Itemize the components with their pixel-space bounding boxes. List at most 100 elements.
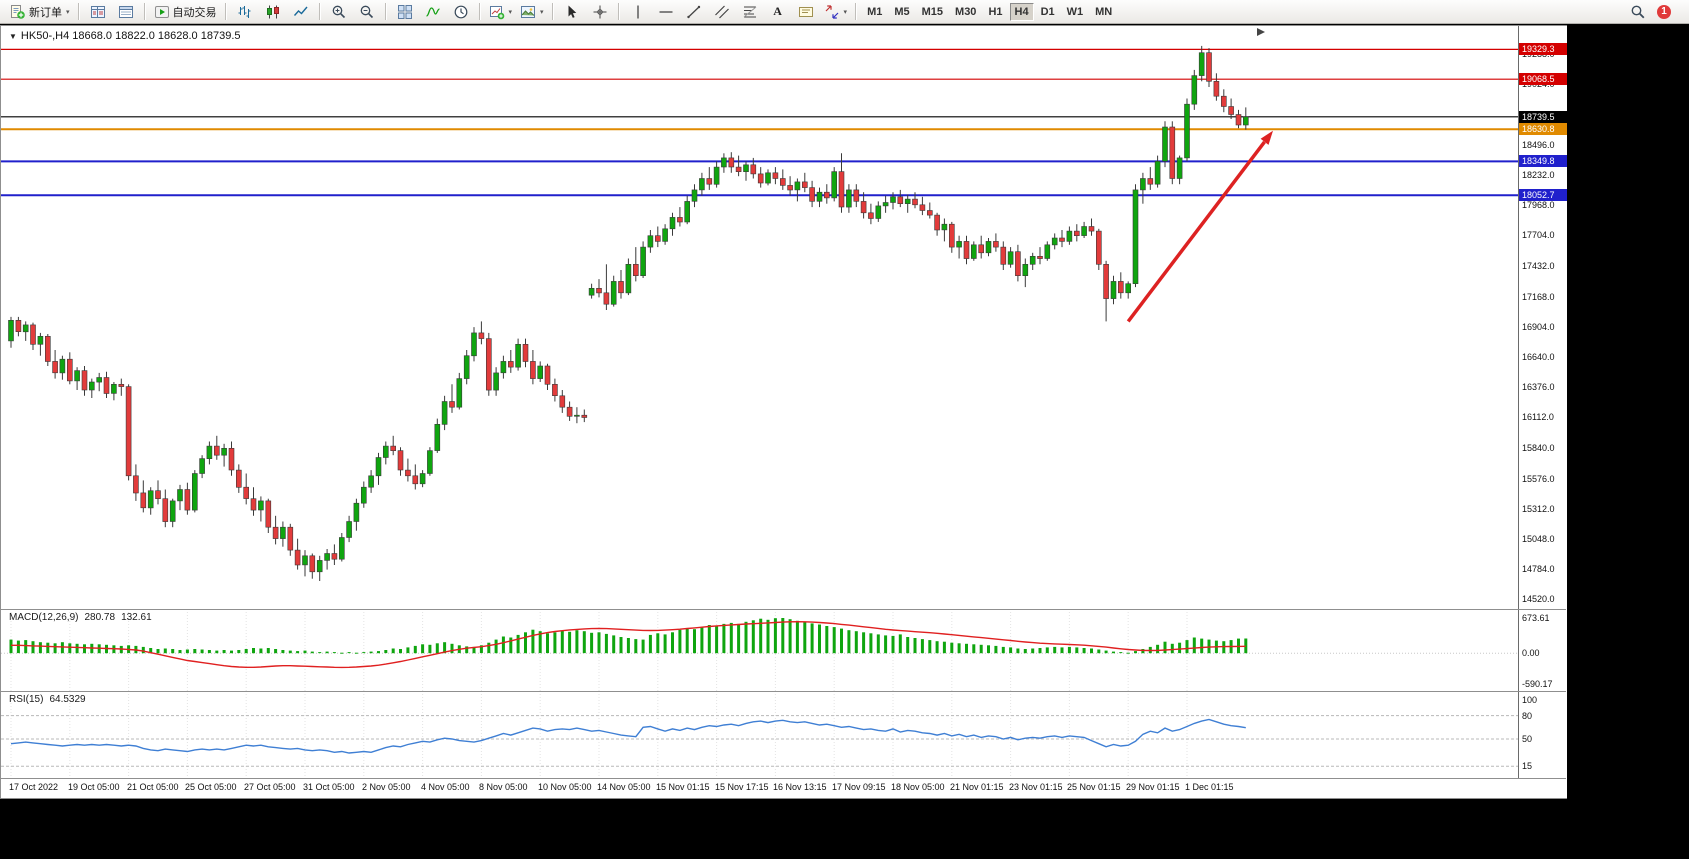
time-axis-label: 29 Nov 01:15 <box>1126 782 1180 792</box>
bar-chart-button[interactable] <box>231 1 259 23</box>
new-chart-button[interactable]: ▾ <box>485 1 517 23</box>
toolbar-buttons: 新订单 ▾ 自动交易 ▾ ▾ A ▾ M1 M5 M15 M30 H1 H4 D1 W1 MN <box>6 0 1118 23</box>
market-watch-button[interactable] <box>84 1 112 23</box>
new-order-icon <box>10 4 26 20</box>
price-axis-label: 18232.0 <box>1522 170 1555 180</box>
price-axis-label: 17704.0 <box>1522 230 1555 240</box>
macd-indicator-label: MACD(12,26,9) 280.78 132.61 <box>9 612 152 623</box>
horizontal-level-lines[interactable] <box>1 48 1518 197</box>
macd-panel-splitter[interactable] <box>1 609 1566 610</box>
time-axis-label: 25 Oct 05:00 <box>185 782 237 792</box>
rsi-chart[interactable] <box>1 691 1518 778</box>
rsi-scale-label: 100 <box>1522 695 1538 705</box>
notification-badge[interactable]: 1 <box>1657 4 1671 19</box>
time-axis-label: 16 Nov 13:15 <box>773 782 827 792</box>
tile-windows-button[interactable] <box>391 1 419 23</box>
toolbar-separator <box>384 3 387 20</box>
price-level-label: 18052.7 <box>1519 189 1567 201</box>
toolbar: 新订单 ▾ 自动交易 ▾ ▾ A ▾ M1 M5 M15 M30 H1 H4 D1 W1 MN 1 <box>0 0 1689 24</box>
candlestick-chart-icon <box>265 4 281 20</box>
templates-button[interactable]: ▾ <box>516 1 548 23</box>
horizontal-line-button[interactable] <box>652 1 680 23</box>
macd-scale-label: 0.00 <box>1522 648 1540 658</box>
price-level-label: 19068.5 <box>1519 73 1567 85</box>
fibonacci-button[interactable] <box>736 1 764 23</box>
channel-button[interactable] <box>708 1 736 23</box>
cursor-button[interactable] <box>558 1 586 23</box>
cursor-icon <box>564 4 580 20</box>
market-watch-icon <box>90 4 106 20</box>
arrows-icon <box>824 4 840 20</box>
timeframe-m1-button[interactable]: M1 <box>867 5 883 18</box>
macd-scale-label: 673.61 <box>1522 613 1550 623</box>
rsi-panel-splitter[interactable] <box>1 691 1566 692</box>
dropdown-caret-icon: ▾ <box>508 8 513 16</box>
time-axis[interactable]: 17 Oct 2022 19 Oct 05:00 21 Oct 05:00 25 Oc… <box>1 778 1567 798</box>
candles <box>8 45 1249 581</box>
autotrading-button-label: 自动交易 <box>172 6 217 19</box>
chart-title-text: HK50-,H4 18668.0 18822.0 18628.0 18739.5 <box>20 30 241 42</box>
periods-button[interactable] <box>447 1 475 23</box>
data-window-button[interactable] <box>112 1 140 23</box>
autotrading-button[interactable]: 自动交易 <box>150 1 221 23</box>
time-axis-label: 10 Nov 05:00 <box>538 782 592 792</box>
price-axis-label: 16640.0 <box>1522 352 1555 362</box>
price-level-label: 18349.8 <box>1519 155 1567 167</box>
fibonacci-icon <box>742 4 758 20</box>
tile-windows-icon <box>397 4 413 20</box>
toolbar-separator <box>224 3 227 20</box>
autotrading-icon <box>154 4 170 20</box>
price-axis-label: 15048.0 <box>1522 534 1555 544</box>
time-axis-label: 15 Nov 01:15 <box>656 782 710 792</box>
text-label-icon <box>798 4 814 20</box>
chart-window: ▼ HK50-,H4 18668.0 18822.0 18628.0 18739… <box>0 25 1567 799</box>
text-button[interactable]: A <box>764 1 792 23</box>
zoom-in-button[interactable] <box>325 1 353 23</box>
timeframe-d1-button[interactable]: D1 <box>1040 5 1055 18</box>
trend-arrow-annotation[interactable] <box>1126 130 1273 323</box>
timeframe-w1-button[interactable]: W1 <box>1066 5 1084 18</box>
time-axis-label: 17 Nov 09:15 <box>832 782 886 792</box>
candlestick-chart-button[interactable] <box>259 1 287 23</box>
price-axis[interactable]: 19288.019024.018496.018232.017968.017704… <box>1518 26 1567 778</box>
timeframe-h4-button[interactable]: H4 <box>1009 2 1034 21</box>
price-axis-label: 14520.0 <box>1522 594 1555 604</box>
price-axis-label: 15576.0 <box>1522 474 1555 484</box>
timeframe-mn-button[interactable]: MN <box>1095 5 1113 18</box>
line-chart-icon <box>293 4 309 20</box>
price-level-label: 18630.8 <box>1519 123 1567 135</box>
vertical-line-button[interactable] <box>624 1 652 23</box>
new-order-button[interactable]: 新订单 ▾ <box>6 1 74 23</box>
timeframe-m5-button[interactable]: M5 <box>894 5 910 18</box>
time-axis-label: 15 Nov 17:15 <box>715 782 769 792</box>
time-axis-label: 2 Nov 05:00 <box>362 782 411 792</box>
indicators-button[interactable] <box>419 1 447 23</box>
rsi-indicator-label: RSI(15) 64.5329 <box>9 694 86 705</box>
toolbar-right: 1 <box>1624 1 1683 23</box>
price-axis-label: 16376.0 <box>1522 382 1555 392</box>
macd-chart[interactable] <box>1 609 1518 691</box>
search-button[interactable] <box>1624 1 1652 23</box>
time-axis-label: 25 Nov 01:15 <box>1067 782 1121 792</box>
text-label-button[interactable] <box>792 1 820 23</box>
trendline-button[interactable] <box>680 1 708 23</box>
timeframe-h1-button[interactable]: H1 <box>988 5 1003 18</box>
horizontal-line-icon <box>658 4 674 20</box>
zoom-out-button[interactable] <box>353 1 381 23</box>
dropdown-caret-icon: ▾ <box>843 8 848 16</box>
time-axis-label: 8 Nov 05:00 <box>479 782 528 792</box>
line-chart-button[interactable] <box>287 1 315 23</box>
crosshair-button[interactable] <box>586 1 614 23</box>
rsi-gridlines <box>1 691 1518 778</box>
timeframe-m30-button[interactable]: M30 <box>955 5 977 18</box>
timeframe-m15-button[interactable]: M15 <box>921 5 944 18</box>
chart-title: ▼ HK50-,H4 18668.0 18822.0 18628.0 18739… <box>9 30 241 42</box>
templates-icon <box>520 4 536 20</box>
time-axis-label: 21 Nov 01:15 <box>950 782 1004 792</box>
collapse-chart-icon[interactable]: ▼ <box>9 31 17 41</box>
macd-signal-value: 132.61 <box>121 612 152 623</box>
toolbar-separator <box>617 3 620 20</box>
price-chart[interactable] <box>1 26 1518 609</box>
arrows-button[interactable]: ▾ <box>820 1 852 23</box>
toolbar-separator <box>318 3 321 20</box>
